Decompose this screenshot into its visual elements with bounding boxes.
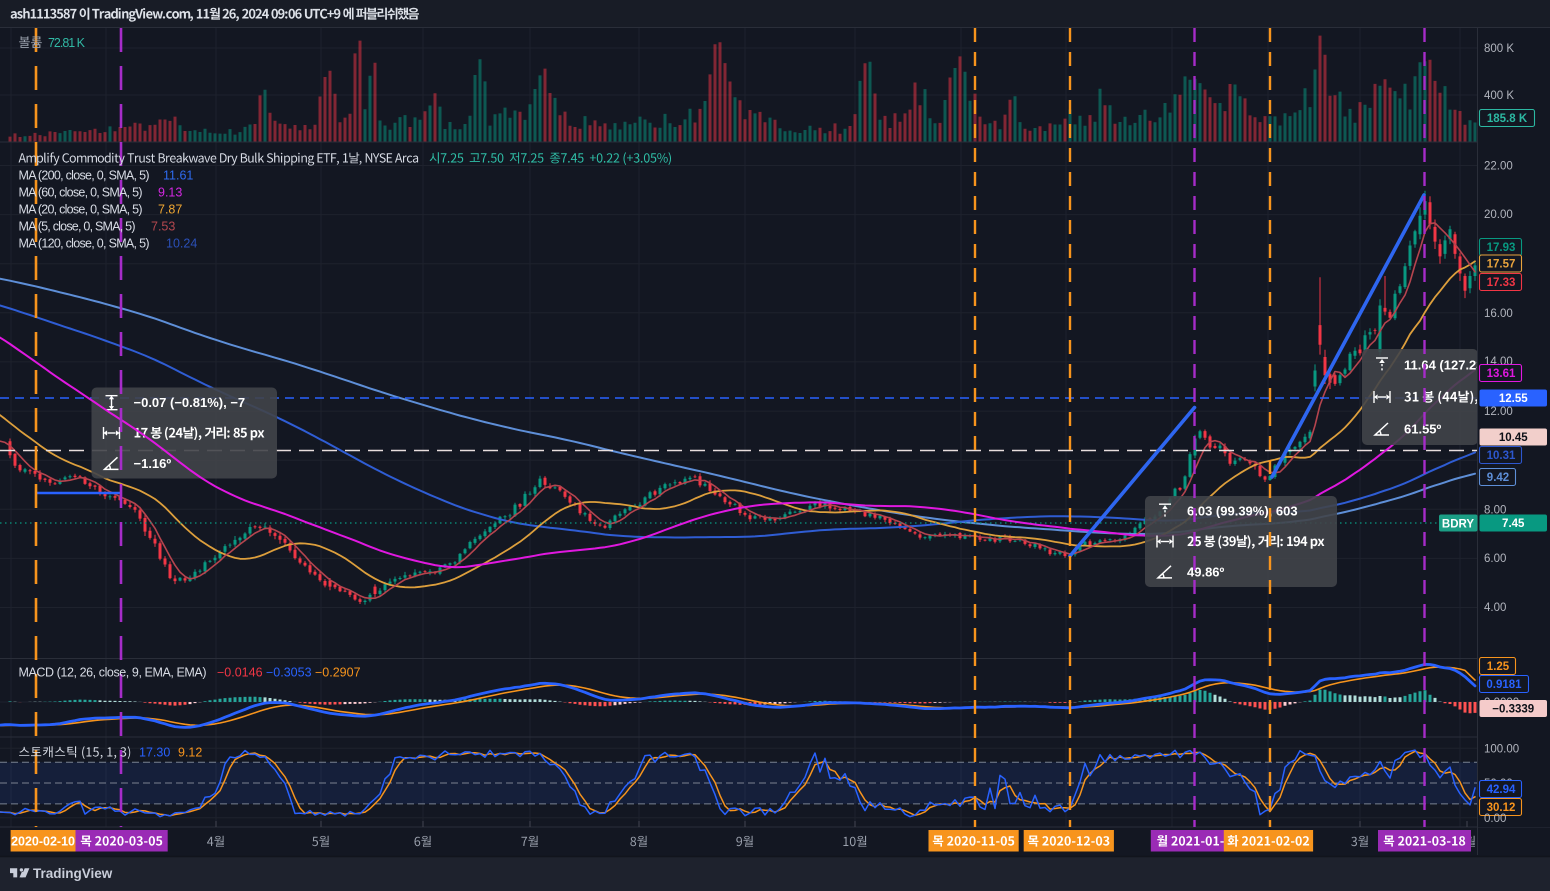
svg-text:13.61: 13.61 (1487, 368, 1516, 380)
svg-text:72.81 K: 72.81 K (48, 36, 86, 50)
svg-text:4.00: 4.00 (1484, 602, 1506, 614)
svg-text:17.57: 17.57 (1487, 259, 1516, 271)
svg-text:20.00: 20.00 (1484, 209, 1513, 221)
svg-text:22.00: 22.00 (1484, 161, 1513, 173)
svg-text:TradingView: TradingView (33, 866, 113, 881)
svg-text:400 K: 400 K (1484, 90, 1514, 102)
svg-text:10.45: 10.45 (1499, 432, 1528, 444)
svg-text:MACD (12, 26, close, 9, EMA, E: MACD (12, 26, close, 9, EMA, EMA) (19, 666, 207, 680)
svg-text:11.64 (127.23: 11.64 (127.23 (1404, 358, 1484, 373)
svg-text:12.00: 12.00 (1484, 406, 1513, 418)
svg-text:6.03 (99.39%), 603: 6.03 (99.39%), 603 (1187, 504, 1298, 519)
svg-text:17.33: 17.33 (1487, 277, 1516, 289)
svg-text:800 K: 800 K (1484, 43, 1514, 55)
svg-text:12.55: 12.55 (1499, 393, 1528, 405)
svg-text:7.87: 7.87 (158, 203, 182, 217)
svg-text:100.00: 100.00 (1484, 743, 1519, 755)
svg-text:185.8 K: 185.8 K (1487, 113, 1528, 125)
svg-text:11.61: 11.61 (163, 169, 193, 183)
svg-text:0.00: 0.00 (1484, 813, 1506, 825)
svg-text:−0.0146: −0.0146 (217, 666, 263, 680)
svg-text:−0.07 (−0.81%), −7: −0.07 (−0.81%), −7 (134, 395, 246, 410)
svg-text:9.42: 9.42 (1487, 472, 1509, 484)
svg-text:10.31: 10.31 (1487, 450, 1516, 462)
svg-text:9.13: 9.13 (158, 186, 182, 200)
svg-text:−1.16º: −1.16º (134, 456, 172, 471)
svg-text:MA (200, close, 0, SMA, 5): MA (200, close, 0, SMA, 5) (19, 169, 150, 183)
svg-text:16.00: 16.00 (1484, 308, 1513, 320)
svg-text:17.30: 17.30 (139, 746, 170, 760)
svg-text:9.12: 9.12 (178, 746, 202, 760)
svg-text:−0.3053: −0.3053 (266, 666, 312, 680)
svg-text:8.00: 8.00 (1484, 505, 1506, 517)
svg-text:1.25: 1.25 (1487, 661, 1510, 673)
svg-text:49.86º: 49.86º (1187, 564, 1225, 579)
svg-text:BDRY: BDRY (1442, 519, 1474, 531)
svg-text:MA (60, close, 0, SMA, 5): MA (60, close, 0, SMA, 5) (19, 186, 143, 200)
svg-text:42.94: 42.94 (1487, 784, 1516, 796)
svg-text:MA (5, close, 0, SMA, 5): MA (5, close, 0, SMA, 5) (19, 220, 136, 234)
svg-text:2020-02-10: 2020-02-10 (11, 835, 75, 849)
svg-text:7.45: 7.45 (1502, 518, 1525, 530)
svg-text:17.93: 17.93 (1487, 242, 1516, 254)
svg-text:−0.2907: −0.2907 (315, 666, 361, 680)
svg-text:6.00: 6.00 (1484, 553, 1506, 565)
svg-text:MA (120, close, 0, SMA, 5): MA (120, close, 0, SMA, 5) (19, 237, 150, 251)
svg-text:MA (20, close, 0, SMA, 5): MA (20, close, 0, SMA, 5) (19, 203, 143, 217)
svg-text:30.12: 30.12 (1487, 802, 1516, 814)
svg-text:7.53: 7.53 (151, 220, 175, 234)
svg-text:−0.3339: −0.3339 (1492, 704, 1534, 716)
svg-text:10.24: 10.24 (166, 237, 197, 251)
svg-text:0.9181: 0.9181 (1486, 679, 1522, 691)
svg-text:61.55º: 61.55º (1404, 422, 1442, 437)
